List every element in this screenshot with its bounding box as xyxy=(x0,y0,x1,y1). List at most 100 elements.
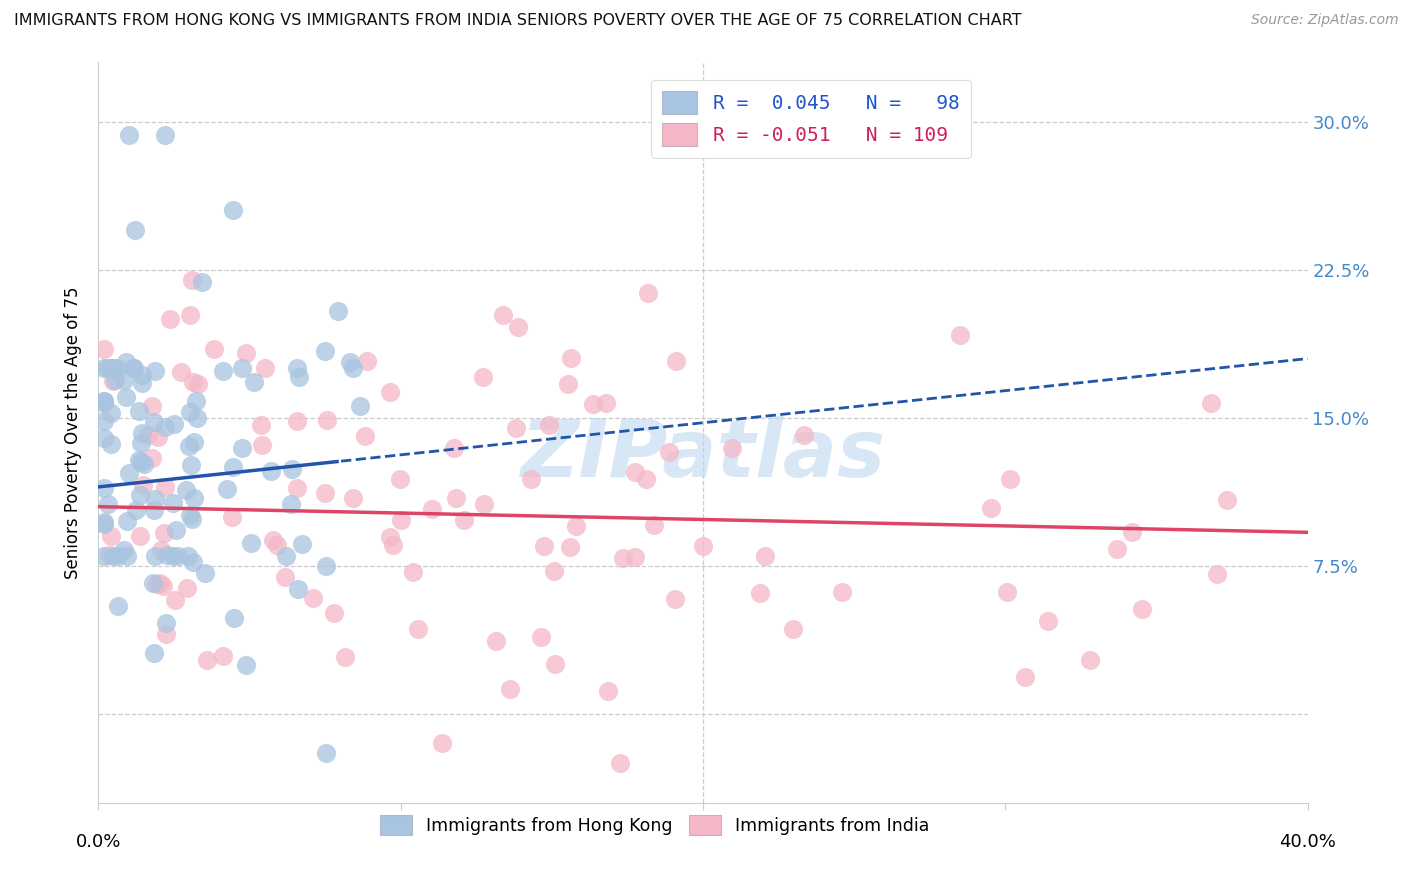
Point xyxy=(748,586,770,600)
Point xyxy=(129,435,152,450)
Text: Source: ZipAtlas.com: Source: ZipAtlas.com xyxy=(1251,13,1399,28)
Point xyxy=(103,375,125,389)
Point xyxy=(96,361,118,376)
Point xyxy=(183,435,205,450)
Point xyxy=(115,514,138,528)
Point xyxy=(131,368,153,383)
Point xyxy=(582,397,605,411)
Point xyxy=(93,361,115,376)
Point xyxy=(595,396,617,410)
Point xyxy=(998,472,1021,486)
Point xyxy=(472,497,495,511)
Point xyxy=(101,361,124,376)
Point xyxy=(153,525,176,540)
Point xyxy=(122,361,145,376)
Point xyxy=(637,285,659,300)
Point xyxy=(179,405,201,419)
Point xyxy=(831,584,853,599)
Point xyxy=(181,555,204,569)
Point xyxy=(162,549,184,563)
Point xyxy=(314,343,336,358)
Point xyxy=(107,549,129,563)
Point xyxy=(754,549,776,564)
Point xyxy=(118,128,141,143)
Point xyxy=(187,376,209,391)
Point xyxy=(239,536,262,550)
Point xyxy=(100,406,122,420)
Point xyxy=(235,658,257,673)
Point xyxy=(149,543,172,558)
Point xyxy=(471,370,494,384)
Point xyxy=(253,361,276,376)
Point xyxy=(560,351,582,365)
Point xyxy=(557,376,579,391)
Point xyxy=(422,502,444,516)
Point xyxy=(146,577,169,591)
Point xyxy=(342,361,364,376)
Point xyxy=(612,551,634,566)
Point xyxy=(167,549,190,563)
Point xyxy=(333,650,356,665)
Point xyxy=(141,399,163,413)
Point xyxy=(174,483,197,498)
Point xyxy=(235,345,257,359)
Point xyxy=(177,549,200,563)
Point xyxy=(349,399,371,413)
Point xyxy=(538,418,561,433)
Point xyxy=(273,570,295,584)
Point xyxy=(609,756,631,771)
Point xyxy=(533,539,555,553)
Point xyxy=(93,414,115,428)
Point xyxy=(180,511,202,525)
Point xyxy=(142,576,165,591)
Point xyxy=(302,591,325,605)
Point xyxy=(103,361,125,376)
Point xyxy=(114,390,136,404)
Point xyxy=(93,393,115,408)
Text: 40.0%: 40.0% xyxy=(1279,833,1336,851)
Point xyxy=(191,275,214,289)
Point xyxy=(155,615,177,630)
Point xyxy=(93,431,115,445)
Point xyxy=(721,441,744,455)
Point xyxy=(179,508,201,522)
Point xyxy=(1036,614,1059,628)
Point xyxy=(624,465,647,479)
Point xyxy=(212,364,235,378)
Point xyxy=(159,312,181,326)
Point xyxy=(117,549,139,563)
Point xyxy=(342,491,364,506)
Point xyxy=(93,342,115,356)
Point xyxy=(143,549,166,563)
Point xyxy=(287,369,309,384)
Point xyxy=(243,376,266,390)
Point xyxy=(314,485,336,500)
Point xyxy=(544,657,567,671)
Point xyxy=(180,458,202,472)
Point xyxy=(179,308,201,322)
Point xyxy=(266,538,288,552)
Point xyxy=(281,462,304,476)
Point xyxy=(323,606,346,620)
Point xyxy=(143,492,166,507)
Point xyxy=(176,581,198,595)
Point xyxy=(658,445,681,459)
Point xyxy=(1078,653,1101,667)
Point xyxy=(315,747,337,761)
Point xyxy=(136,428,159,442)
Point xyxy=(980,501,1002,516)
Point xyxy=(170,365,193,379)
Point xyxy=(692,539,714,553)
Point xyxy=(93,516,115,530)
Point xyxy=(260,465,283,479)
Point xyxy=(163,593,186,607)
Point xyxy=(93,549,115,563)
Point xyxy=(131,376,153,391)
Point xyxy=(115,354,138,368)
Text: IMMIGRANTS FROM HONG KONG VS IMMIGRANTS FROM INDIA SENIORS POVERTY OVER THE AGE : IMMIGRANTS FROM HONG KONG VS IMMIGRANTS … xyxy=(14,13,1022,29)
Point xyxy=(782,622,804,636)
Point xyxy=(1130,602,1153,616)
Point xyxy=(560,540,582,554)
Point xyxy=(249,417,271,432)
Point xyxy=(141,450,163,465)
